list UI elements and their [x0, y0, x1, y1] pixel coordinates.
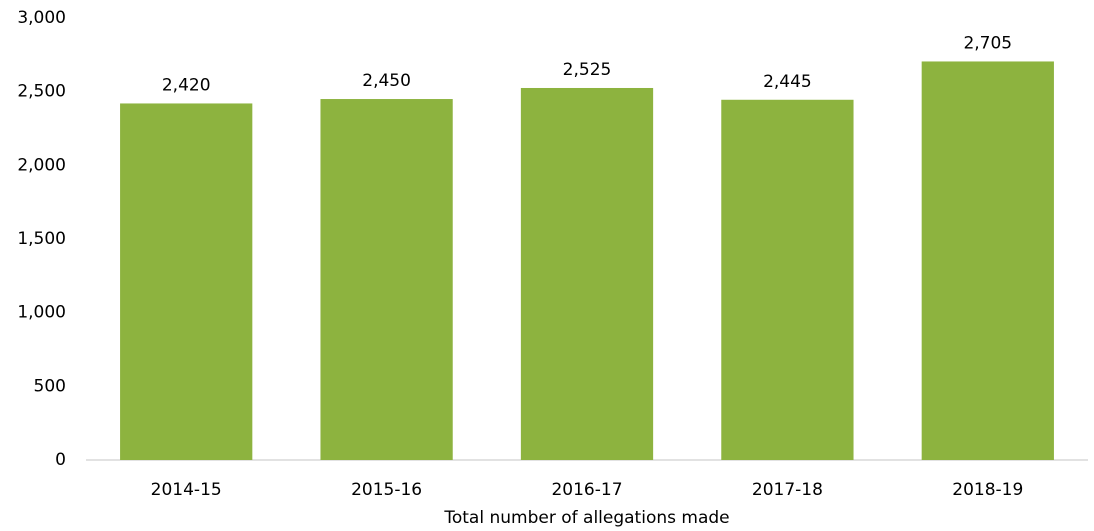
data-label: 2,445: [763, 72, 812, 92]
bar: [120, 103, 253, 460]
y-tick-label: 500: [34, 376, 66, 396]
y-tick-label: 2,000: [17, 155, 66, 175]
y-tick-label: 3,000: [17, 8, 66, 28]
y-tick-label: 0: [55, 450, 66, 470]
x-tick-label: 2018-19: [952, 480, 1023, 500]
y-tick-label: 1,500: [17, 229, 66, 249]
data-label: 2,450: [362, 71, 411, 91]
x-tick-label: 2017-18: [752, 480, 823, 500]
bar: [520, 87, 654, 460]
data-label: 2,525: [563, 60, 612, 80]
data-label: 2,705: [963, 33, 1012, 53]
bar: [721, 99, 854, 461]
x-tick-label: 2015-16: [351, 480, 422, 500]
bar: [320, 99, 453, 461]
x-axis-title: Total number of allegations made: [443, 508, 729, 528]
data-label: 2,420: [162, 75, 211, 95]
y-tick-label: 2,500: [17, 82, 66, 102]
x-tick-label: 2014-15: [151, 480, 222, 500]
x-tick-label: 2016-17: [551, 480, 622, 500]
bar: [921, 61, 1054, 461]
y-tick-label: 1,000: [17, 303, 66, 323]
